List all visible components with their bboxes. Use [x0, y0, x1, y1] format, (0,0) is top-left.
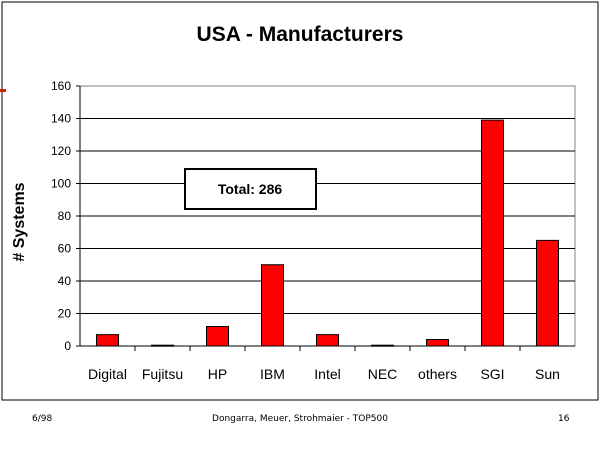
- footer-page-number: 16: [558, 414, 570, 424]
- total-annotation: Total: 286: [184, 168, 317, 210]
- y-tick-label: 120: [51, 144, 71, 158]
- x-axis-ticks: Digital Fujitsu HP IBM Intel NEC others SGI Sun: [88, 346, 560, 382]
- y-tick-label: 60: [58, 242, 72, 256]
- x-tick-label-sgi: SGI: [480, 366, 504, 382]
- bar-hp: [206, 326, 229, 347]
- x-tick-label-intel: Intel: [314, 366, 340, 382]
- y-tick-label: 0: [64, 339, 71, 353]
- bar-sun: [536, 239, 559, 347]
- y-axis-label: # Systems: [11, 182, 28, 261]
- bar-others: [426, 339, 449, 347]
- footer-authors: Dongarra, Meuer, Strohmaier - TOP500: [212, 414, 388, 424]
- x-tick-label-fujitsu: Fujitsu: [142, 366, 183, 382]
- bar-digital: [96, 334, 119, 347]
- bar-intel: [316, 334, 339, 347]
- chart-title: USA - Manufacturers: [197, 23, 404, 46]
- x-tick-label-nec: NEC: [368, 366, 398, 382]
- bar-sgi: [481, 119, 504, 347]
- x-tick-label-ibm: IBM: [260, 366, 285, 382]
- y-tick-label: 160: [51, 79, 71, 93]
- y-axis-ticks: 0 20 40 60 80 100 120 140 160: [51, 79, 80, 353]
- y-tick-label: 40: [58, 274, 72, 288]
- slide-accent-mark: [0, 89, 6, 92]
- y-tick-label: 100: [51, 177, 71, 191]
- x-tick-label-hp: HP: [208, 366, 227, 382]
- total-annotation-box: [184, 168, 317, 210]
- x-tick-label-digital: Digital: [88, 366, 127, 382]
- x-tick-label-others: others: [418, 366, 457, 382]
- x-tick-label-sun: Sun: [535, 366, 560, 382]
- bar-ibm: [261, 264, 284, 347]
- bars: [96, 119, 559, 347]
- total-annotation-text: Total: 286: [218, 181, 283, 197]
- y-tick-label: 140: [51, 112, 71, 126]
- footer-date: 6/98: [32, 414, 53, 424]
- y-tick-label: 20: [58, 307, 72, 321]
- y-tick-label: 80: [58, 209, 72, 223]
